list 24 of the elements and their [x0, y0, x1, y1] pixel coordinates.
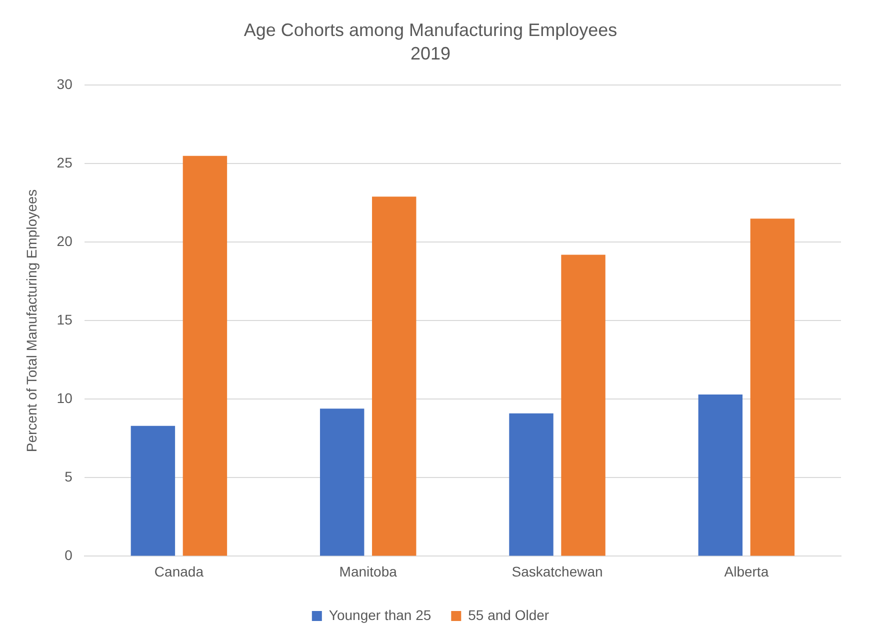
y-tick-label: 15: [56, 312, 73, 328]
y-tick-label: 5: [64, 468, 73, 485]
x-tick-label: Manitoba: [339, 563, 398, 580]
bar: [698, 394, 743, 556]
chart-title: Age Cohorts among Manufacturing Employees: [244, 20, 618, 40]
y-tick-label: 10: [56, 390, 73, 406]
y-tick-label: 25: [56, 154, 73, 171]
x-tick-label: Saskatchewan: [512, 563, 603, 580]
y-tick-label: 20: [56, 233, 73, 250]
bar: [561, 254, 606, 556]
x-tick-label: Canada: [154, 563, 204, 580]
bar: [509, 413, 554, 556]
legend-label: Younger than 25: [328, 606, 432, 623]
bar: [750, 218, 795, 556]
chart-subtitle: 2019: [410, 43, 451, 64]
x-tick-label: Alberta: [724, 563, 769, 580]
y-tick-label: 0: [64, 547, 73, 564]
bar: [320, 408, 364, 556]
y-tick-label: 30: [56, 76, 73, 92]
bar: [130, 426, 176, 556]
y-axis-title: Percent of Total Manufacturing Employees: [23, 189, 40, 452]
legend-label: 55 and Older: [468, 606, 550, 623]
bar: [372, 196, 416, 556]
bar: [182, 156, 228, 556]
